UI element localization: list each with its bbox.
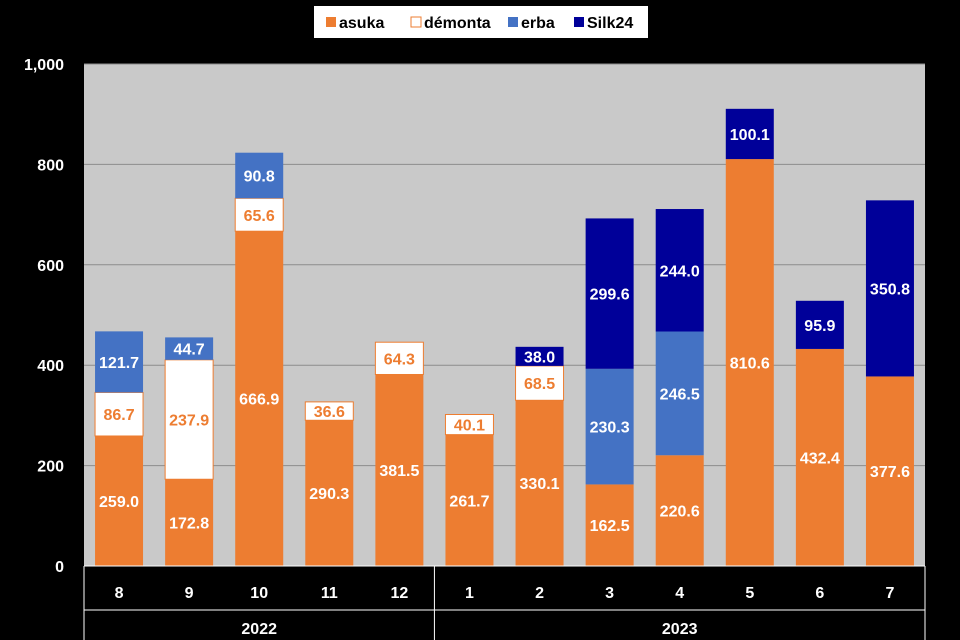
bar-demonta: [164, 359, 214, 480]
data-label: 244.0: [660, 263, 700, 280]
data-label: 220.6: [660, 504, 700, 521]
data-label: 64.3: [384, 351, 415, 368]
legend-label-demonta: démonta: [424, 15, 491, 32]
legend-box: [314, 6, 648, 38]
data-label: 237.9: [169, 413, 209, 430]
x-tick-label: 10: [250, 585, 268, 602]
bar-erba: [235, 152, 284, 199]
bar-erba: [165, 337, 214, 360]
bar-asuka: [515, 400, 564, 566]
plot-area: [84, 64, 925, 566]
bar-demonta: [304, 401, 354, 421]
data-label: 38.0: [524, 349, 555, 366]
bar-asuka: [95, 435, 144, 566]
legend-label-erba: erba: [521, 15, 555, 32]
data-label: 299.6: [590, 287, 630, 304]
data-label: 290.3: [309, 486, 349, 503]
data-label: 36.6: [314, 404, 345, 421]
bar-asuka: [725, 159, 774, 566]
bar-demonta: [374, 341, 424, 375]
bar-asuka: [305, 420, 354, 566]
bar-silk24: [865, 200, 914, 377]
y-tick-label: 400: [37, 358, 64, 375]
bar-asuka: [165, 479, 214, 566]
x-tick-label: 9: [185, 585, 194, 602]
x-tick-label: 12: [390, 585, 408, 602]
y-tick-label: 800: [37, 157, 64, 174]
data-label: 259.0: [99, 494, 139, 511]
y-tick-label: 600: [37, 258, 64, 275]
data-label: 246.5: [660, 386, 700, 403]
data-label: 90.8: [244, 168, 275, 185]
bar-asuka: [795, 348, 844, 566]
group-label: 2022: [241, 621, 277, 638]
data-label: 230.3: [590, 420, 630, 437]
data-label: 44.7: [174, 342, 205, 359]
data-label: 810.6: [730, 356, 770, 373]
bar-silk24: [795, 300, 844, 349]
y-tick-label: 0: [55, 559, 64, 576]
legend: asuka démonta erba Silk24: [314, 6, 648, 38]
data-label: 65.6: [244, 208, 275, 225]
legend-swatch-demonta: [410, 16, 422, 28]
data-label: 381.5: [379, 463, 419, 480]
bar-asuka: [375, 374, 424, 566]
bar-silk24: [655, 209, 704, 332]
data-label: 377.6: [870, 464, 910, 481]
bar-erba: [655, 331, 704, 456]
bar-demonta: [234, 197, 284, 232]
bar-asuka: [655, 455, 704, 566]
legend-label-silk24: Silk24: [587, 15, 633, 32]
data-label: 666.9: [239, 392, 279, 409]
data-label: 40.1: [454, 418, 485, 435]
bar-silk24: [515, 346, 564, 366]
bar-silk24: [585, 218, 634, 369]
x-tick-label: 8: [115, 585, 124, 602]
x-tick-label: 6: [815, 585, 824, 602]
bar-silk24: [725, 108, 774, 160]
data-label: 432.4: [800, 450, 840, 467]
data-label: 261.7: [449, 493, 489, 510]
data-label: 162.5: [590, 518, 630, 535]
data-label: 86.7: [103, 407, 134, 424]
x-tick-label: 4: [675, 585, 684, 602]
bar-asuka: [585, 484, 634, 566]
data-label: 172.8: [169, 516, 209, 533]
legend-swatch-asuka: [326, 17, 336, 27]
data-label: 350.8: [870, 281, 910, 298]
legend-swatch-erba: [508, 17, 518, 27]
bar-asuka: [445, 434, 494, 566]
x-tick-label: 7: [886, 585, 895, 602]
legend-label-asuka: asuka: [339, 15, 384, 32]
y-tick-label: 1,000: [24, 57, 64, 74]
data-label: 330.1: [520, 476, 560, 493]
data-label: 95.9: [804, 318, 835, 335]
x-tick-label: 1: [465, 585, 474, 602]
y-tick-label: 200: [37, 459, 64, 476]
bar-demonta: [444, 413, 494, 436]
bar-demonta: [94, 391, 144, 437]
data-label: 121.7: [99, 355, 139, 372]
group-label: 2023: [662, 621, 698, 638]
x-tick-label: 3: [605, 585, 614, 602]
legend-swatch-silk24: [574, 17, 584, 27]
x-tick-label: 5: [745, 585, 754, 602]
bar-erba: [585, 368, 634, 485]
data-label: 68.5: [524, 376, 555, 393]
bar-asuka: [865, 376, 914, 566]
x-tick-label: 2: [535, 585, 544, 602]
bar-asuka: [235, 231, 284, 567]
data-label: 100.1: [730, 127, 770, 144]
x-tick-label: 11: [321, 585, 338, 602]
bar-erba: [95, 331, 144, 393]
